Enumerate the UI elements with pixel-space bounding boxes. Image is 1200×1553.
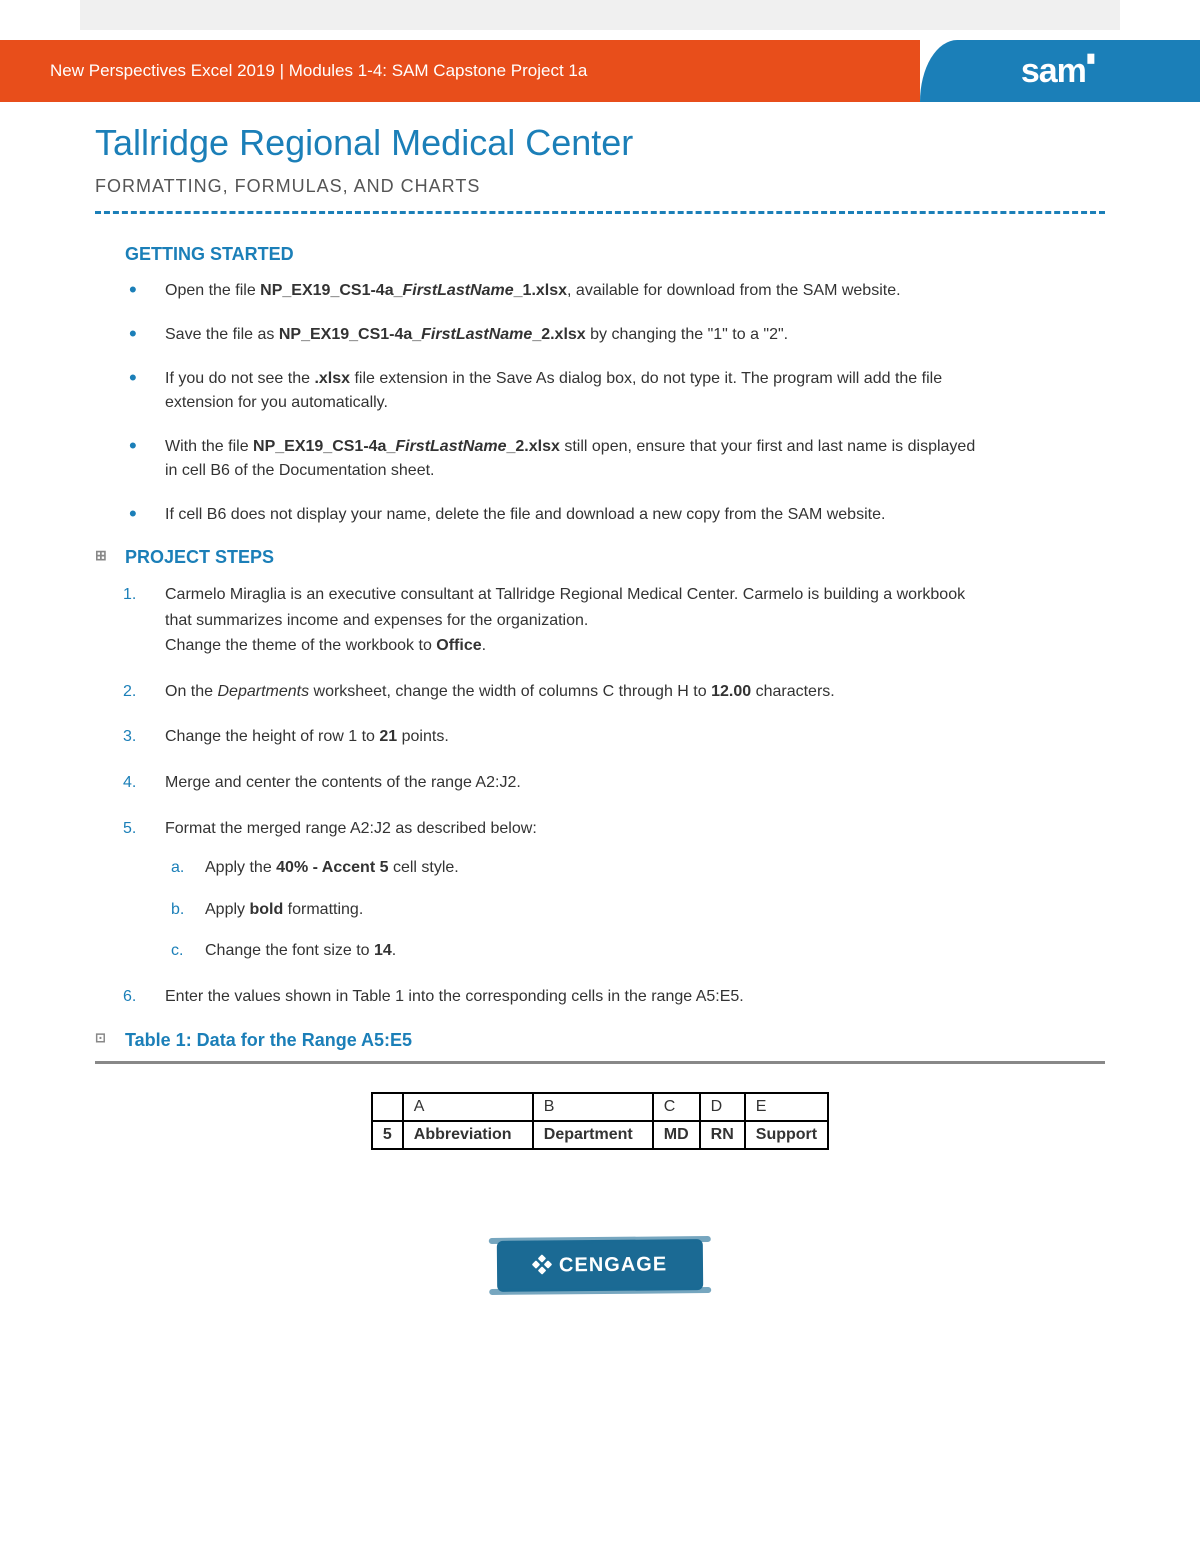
table-caption: ⊡ Table 1: Data for the Range A5:E5 [125, 1030, 1105, 1051]
project-steps-heading: ⊞ PROJECT STEPS [125, 547, 1105, 568]
breadcrumb: New Perspectives Excel 2019 | Modules 1-… [50, 61, 587, 81]
getting-started-list: Open the file NP_EX19_CS1-4a_FirstLastNa… [165, 279, 985, 527]
sam-logo: sam▘ [1021, 52, 1099, 91]
cengage-icon [533, 1255, 551, 1273]
top-gray-bar [80, 0, 1120, 30]
steps-marker-icon: ⊞ [95, 547, 107, 564]
table-underline [95, 1061, 1105, 1064]
sam-logo-text: sam [1021, 52, 1086, 91]
cengage-text: CENGAGE [559, 1253, 667, 1276]
table-cell: RN [700, 1121, 745, 1149]
sam-logo-mark: ▘ [1088, 54, 1099, 74]
substeps-list: Apply the 40% - Accent 5 cell style. Appl… [205, 855, 985, 964]
header-logo-area: sam▘ [920, 40, 1200, 102]
list-item: If cell B6 does not display your name, d… [165, 503, 985, 527]
list-item: Save the file as NP_EX19_CS1-4a_FirstLas… [165, 323, 985, 347]
dashed-divider [95, 211, 1105, 214]
table-header-cell [372, 1093, 403, 1121]
table-caption-text: Table 1: Data for the Range A5:E5 [125, 1030, 412, 1050]
page-subtitle: FORMATTING, FORMULAS, AND CHARTS [95, 176, 1105, 197]
page-title: Tallridge Regional Medical Center [95, 122, 1105, 164]
table-cell: Abbreviation [403, 1121, 533, 1149]
table-cell: Support [745, 1121, 828, 1149]
table-marker-icon: ⊡ [95, 1030, 106, 1046]
list-item: With the file NP_EX19_CS1-4a_FirstLastNa… [165, 435, 985, 483]
list-item: If you do not see the .xlsx file extensi… [165, 367, 985, 415]
step-item: Merge and center the contents of the ran… [165, 770, 985, 796]
table-cell: Department [533, 1121, 653, 1149]
heading-text: PROJECT STEPS [125, 547, 274, 567]
step-item: Change the height of row 1 to 21 points. [165, 724, 985, 750]
table-cell: MD [653, 1121, 700, 1149]
substep-item: Apply bold formatting. [205, 897, 985, 923]
header-breadcrumb-bar: New Perspectives Excel 2019 | Modules 1-… [0, 40, 920, 102]
data-table: ABCDE5AbbreviationDepartmentMDRNSupport [371, 1092, 829, 1150]
heading-text: GETTING STARTED [125, 244, 294, 264]
table-row: 5AbbreviationDepartmentMDRNSupport [372, 1121, 828, 1149]
header-band: New Perspectives Excel 2019 | Modules 1-… [0, 40, 1200, 102]
table-cell: 5 [372, 1121, 403, 1149]
table-header-cell: B [533, 1093, 653, 1121]
step-item: Format the merged range A2:J2 as describ… [165, 816, 985, 964]
step-item: Enter the values shown in Table 1 into t… [165, 984, 985, 1010]
table-header-cell: E [745, 1093, 828, 1121]
substep-item: Apply the 40% - Accent 5 cell style. [205, 855, 985, 881]
footer: CENGAGE [95, 1240, 1105, 1291]
step-item: Carmelo Miraglia is an executive consult… [165, 582, 985, 659]
table-header-cell: C [653, 1093, 700, 1121]
substep-item: Change the font size to 14. [205, 938, 985, 964]
page-body: Tallridge Regional Medical Center FORMAT… [0, 102, 1200, 1331]
list-item: Open the file NP_EX19_CS1-4a_FirstLastNa… [165, 279, 985, 303]
table-header-cell: D [700, 1093, 745, 1121]
step-item: On the Departments worksheet, change the… [165, 679, 985, 705]
table-header-cell: A [403, 1093, 533, 1121]
project-steps-list: Carmelo Miraglia is an executive consult… [165, 582, 985, 1010]
getting-started-heading: GETTING STARTED [125, 244, 1105, 265]
cengage-badge: CENGAGE [497, 1239, 704, 1292]
